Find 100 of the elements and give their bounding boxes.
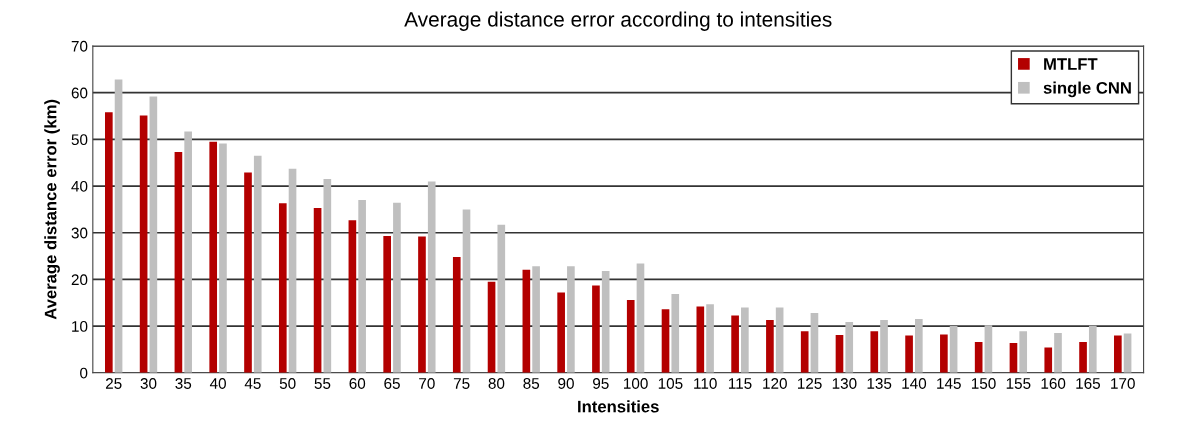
x-tick-label: 40 — [209, 378, 226, 389]
x-axis-title: Intensities — [578, 400, 659, 413]
bar — [288, 168, 297, 373]
chart-title: Average distance error according to intensities — [404, 11, 832, 31]
bar — [427, 181, 436, 373]
bar — [1079, 341, 1087, 373]
y-tick-label: 20 — [71, 274, 88, 286]
bar — [845, 321, 854, 373]
x-tick-label: 130 — [832, 378, 857, 389]
bar — [636, 263, 645, 373]
x-tick-label: 70 — [419, 378, 435, 389]
y-tick-label: 0 — [80, 367, 88, 379]
x-tick-label: 55 — [314, 378, 331, 389]
bar — [114, 79, 123, 373]
bar — [949, 326, 958, 373]
x-tick-label: 155 — [1006, 378, 1031, 389]
bar — [418, 236, 426, 373]
bar — [1054, 333, 1062, 373]
bar — [731, 315, 739, 373]
bar — [671, 293, 680, 373]
bar — [601, 271, 610, 373]
bar — [174, 151, 183, 373]
bar — [219, 143, 227, 373]
bar — [497, 224, 506, 373]
bar — [184, 131, 192, 373]
y-tick-label: 10 — [72, 320, 88, 332]
bar — [278, 203, 287, 373]
bar — [1019, 331, 1028, 373]
bar — [323, 179, 332, 373]
bar — [244, 172, 252, 373]
bar — [592, 285, 600, 373]
y-tick-label: 50 — [71, 134, 88, 146]
x-tick-label: 60 — [349, 378, 366, 389]
x-tick-label: 25 — [105, 378, 122, 389]
bar — [775, 307, 784, 373]
y-tick-label: 40 — [71, 180, 88, 192]
x-tick-label: 30 — [140, 378, 157, 389]
bar — [557, 292, 565, 373]
x-tick-label: 160 — [1041, 378, 1066, 389]
bar — [1088, 325, 1097, 373]
bar — [835, 334, 844, 373]
bar — [522, 269, 531, 373]
x-tick-label: 75 — [453, 378, 470, 389]
bar — [626, 299, 635, 373]
y-tick-label: 70 — [71, 40, 88, 52]
bar — [800, 331, 809, 373]
bar — [567, 266, 575, 373]
bar — [358, 200, 366, 373]
bar — [105, 112, 113, 373]
bar — [870, 331, 879, 373]
bar — [810, 313, 819, 373]
bar — [741, 307, 749, 373]
legend-label: single CNN — [1043, 81, 1131, 98]
bar — [383, 236, 391, 373]
x-tick-label: 85 — [523, 378, 540, 389]
bar — [880, 320, 888, 373]
bar — [661, 309, 670, 373]
x-tick-label: 145 — [937, 378, 961, 389]
y-axis-title: Average distance error (km) — [44, 99, 60, 320]
bar — [1114, 335, 1122, 373]
x-tick-label: 170 — [1111, 378, 1135, 389]
bar — [1044, 347, 1053, 373]
x-tick-label: 100 — [624, 378, 648, 389]
bar — [940, 334, 948, 373]
x-tick-label: 35 — [175, 378, 192, 389]
bar — [532, 266, 540, 373]
bar — [984, 325, 993, 373]
x-tick-label: 65 — [384, 378, 400, 389]
legend-label: MTLFT — [1044, 58, 1098, 70]
x-tick-label: 95 — [593, 378, 609, 389]
bar — [393, 202, 401, 373]
y-tick-label: 30 — [71, 227, 88, 239]
bar — [452, 257, 461, 373]
x-tick-label: 150 — [971, 378, 996, 389]
x-tick-label: 135 — [867, 378, 892, 389]
bar — [209, 141, 218, 373]
bar — [253, 155, 262, 373]
bar — [149, 96, 158, 373]
bar — [313, 208, 322, 373]
x-tick-label: 50 — [279, 378, 296, 389]
x-tick-label: 165 — [1076, 378, 1101, 389]
x-tick-label: 115 — [728, 378, 752, 389]
bar — [905, 335, 913, 373]
bar — [696, 306, 705, 373]
bar — [139, 115, 148, 373]
x-tick-label: 80 — [488, 378, 505, 389]
bar — [766, 320, 774, 373]
bar — [915, 319, 923, 373]
x-tick-label: 45 — [244, 378, 261, 389]
y-tick-label: 60 — [71, 87, 88, 99]
bar — [706, 304, 714, 373]
bar — [348, 220, 357, 373]
x-tick-label: 125 — [797, 378, 822, 389]
x-tick-label: 90 — [558, 378, 574, 389]
x-tick-label: 120 — [763, 378, 787, 389]
x-tick-label: 110 — [694, 378, 717, 389]
bar — [462, 209, 471, 373]
x-tick-label: 105 — [658, 378, 683, 389]
bar — [487, 281, 496, 373]
x-tick-label: 140 — [902, 378, 927, 389]
